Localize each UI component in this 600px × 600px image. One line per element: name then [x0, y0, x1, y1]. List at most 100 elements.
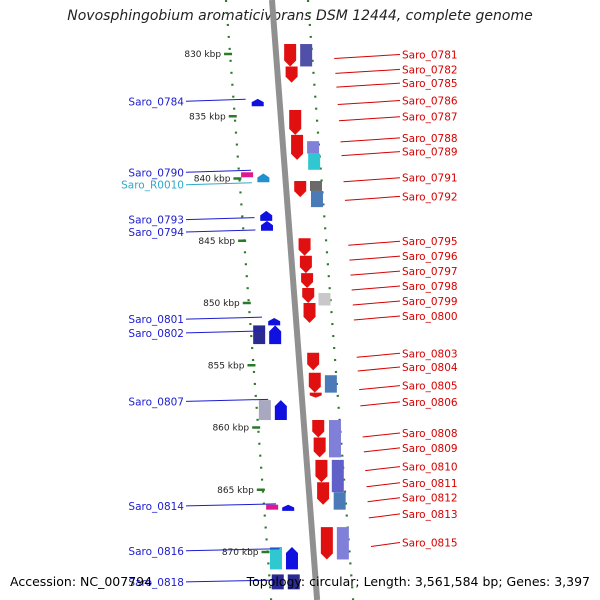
right-gene-label: Saro_0795 — [402, 236, 458, 248]
left-label-leader — [185, 548, 280, 552]
reverse-gene-arrow — [317, 482, 330, 505]
scale-tick-label: 850 kbp — [203, 299, 240, 309]
feature-box — [318, 293, 331, 306]
right-gene-label: Saro_0811 — [402, 478, 458, 490]
reverse-gene-arrow — [308, 372, 321, 393]
forward-gene-arrow — [269, 325, 282, 345]
reverse-gene-arrow — [291, 134, 304, 160]
feature-box — [287, 574, 300, 590]
left-gene-label: Saro_0802 — [128, 328, 184, 340]
guide-line-right — [306, 0, 355, 600]
right-gene-label: Saro_0805 — [402, 381, 458, 393]
feature-box — [328, 420, 341, 458]
feature-box — [310, 190, 323, 208]
right-label-leader — [353, 315, 401, 321]
reverse-gene-arrow — [284, 44, 297, 67]
scale-tick-label: 840 kbp — [194, 175, 231, 185]
left-gene-label: Saro_0814 — [128, 501, 184, 513]
right-label-leader — [338, 116, 401, 122]
right-label-leader — [351, 285, 401, 291]
left-label-leader — [185, 182, 252, 186]
right-label-leader — [337, 100, 401, 106]
scale-tick-label: 865 kbp — [217, 486, 254, 496]
right-label-leader — [350, 270, 401, 276]
scale-tick-label: 870 kbp — [222, 548, 259, 558]
right-gene-label: Saro_0813 — [402, 509, 458, 521]
right-label-leader — [357, 366, 401, 372]
right-label-leader — [344, 195, 401, 201]
right-label-leader — [340, 137, 401, 143]
strand-guide-lines — [224, 0, 355, 600]
feature-box — [336, 527, 349, 560]
left-label-leader — [185, 98, 246, 102]
reverse-gene-arrow — [302, 288, 315, 303]
forward-gene-arrow — [274, 400, 287, 421]
reverse-gene-arrow — [301, 273, 314, 289]
feature-box — [308, 153, 321, 170]
reverse-gene-arrow — [298, 238, 311, 256]
forward-gene-arrow — [268, 317, 281, 326]
feature-box — [258, 400, 271, 421]
feature-box — [266, 504, 279, 510]
left-label-leader — [185, 330, 264, 334]
topology-summary-text: Topology: circular; Length: 3,561,584 bp… — [246, 574, 590, 589]
right-label-leader — [363, 447, 401, 453]
left-gene-label: Saro_0818 — [128, 577, 184, 589]
right-label-leader — [343, 177, 401, 183]
right-label-leader — [334, 53, 401, 59]
right-label-leader — [348, 240, 401, 246]
left-gene-label: Saro_0794 — [128, 227, 184, 239]
reverse-gene-arrow — [294, 180, 307, 198]
reverse-gene-arrow — [312, 420, 325, 438]
left-label-leader — [185, 229, 256, 233]
reverse-gene-arrow — [299, 255, 312, 274]
right-label-leader — [336, 82, 401, 88]
scale-tick-label: 830 kbp — [184, 50, 221, 60]
left-label-leader — [185, 398, 269, 402]
forward-gene-arrow — [285, 547, 298, 570]
reverse-gene-arrow — [289, 110, 302, 135]
left-label-leader — [185, 316, 263, 320]
guide-line-left — [224, 0, 273, 600]
right-gene-label: Saro_0803 — [402, 348, 458, 360]
right-label-leader — [349, 255, 401, 261]
right-gene-label: Saro_0789 — [402, 147, 458, 159]
right-gene-label: Saro_0797 — [402, 266, 458, 278]
right-label-leader — [356, 352, 401, 358]
left-gene-label: Saro_0807 — [128, 396, 184, 408]
right-gene-label: Saro_0788 — [402, 133, 458, 145]
right-gene-label: Saro_0808 — [402, 428, 458, 440]
right-gene-label: Saro_0812 — [402, 493, 458, 505]
right-gene-label: Saro_0781 — [402, 49, 458, 61]
reverse-gene-arrow — [307, 352, 320, 371]
right-gene-label: Saro_0806 — [402, 397, 458, 409]
right-label-leader — [360, 401, 401, 407]
feature-box — [271, 574, 284, 590]
forward-gene-arrow — [282, 504, 295, 511]
feature-box — [333, 492, 346, 510]
right-label-leader — [359, 385, 401, 391]
feature-box — [324, 375, 337, 393]
right-gene-label: Saro_0800 — [402, 311, 458, 323]
forward-gene-arrow — [257, 173, 270, 183]
reverse-gene-arrow — [315, 459, 328, 483]
scale-tick-label: 835 kbp — [189, 112, 226, 122]
right-gene-label: Saro_0815 — [402, 538, 458, 550]
left-gene-label: Saro_0790 — [128, 167, 184, 179]
right-gene-label: Saro_0796 — [402, 251, 458, 263]
left-gene-labels: Saro_0784Saro_0790Saro_R0010Saro_0793Sar… — [121, 96, 282, 589]
left-label-leader — [185, 579, 282, 583]
gene-features — [241, 44, 349, 590]
scale-tick-label: 855 kbp — [208, 361, 245, 371]
right-label-leader — [368, 513, 401, 519]
feature-box — [241, 172, 254, 178]
right-gene-label: Saro_0810 — [402, 462, 458, 474]
right-label-leader — [362, 432, 401, 438]
feature-box — [253, 325, 266, 345]
right-label-leader — [341, 151, 401, 157]
right-label-leader — [335, 68, 401, 74]
left-label-leader — [185, 217, 255, 221]
right-label-leader — [365, 466, 401, 472]
feature-box — [331, 459, 344, 493]
left-gene-label: Saro_0784 — [128, 96, 184, 108]
